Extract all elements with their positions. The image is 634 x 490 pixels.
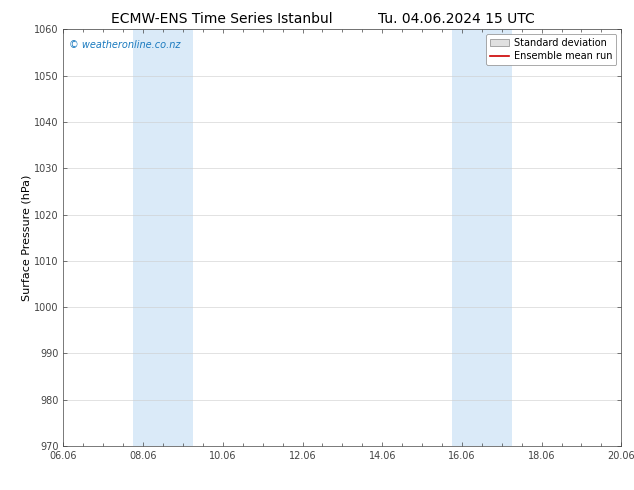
Bar xyxy=(133,29,193,446)
Bar xyxy=(452,29,512,446)
Text: Tu. 04.06.2024 15 UTC: Tu. 04.06.2024 15 UTC xyxy=(378,12,535,26)
Y-axis label: Surface Pressure (hPa): Surface Pressure (hPa) xyxy=(21,174,31,301)
Text: © weatheronline.co.nz: © weatheronline.co.nz xyxy=(69,40,181,50)
Text: ECMW-ENS Time Series Istanbul: ECMW-ENS Time Series Istanbul xyxy=(111,12,333,26)
Legend: Standard deviation, Ensemble mean run: Standard deviation, Ensemble mean run xyxy=(486,34,616,65)
